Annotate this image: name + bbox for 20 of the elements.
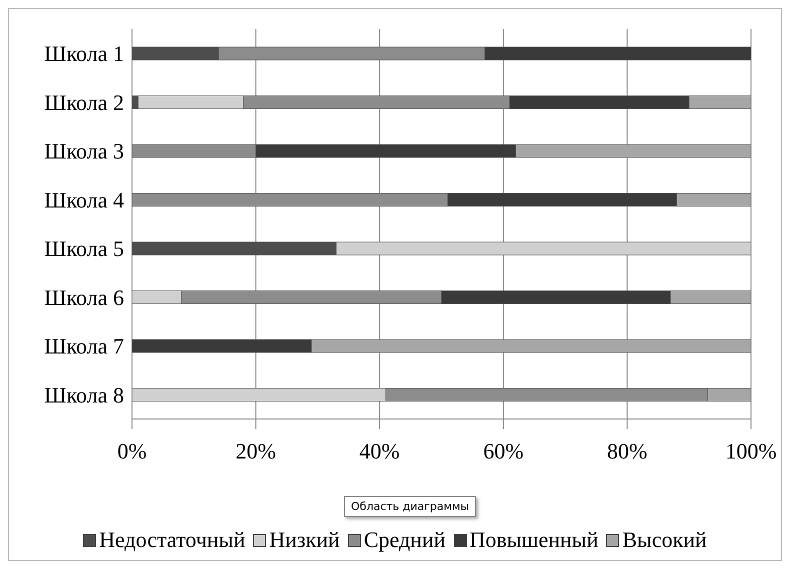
y-tick-label: Школа 1 <box>44 41 124 66</box>
legend-label: Повышенный <box>468 527 598 553</box>
y-tick-label: Школа 8 <box>44 382 124 408</box>
y-tick-label: Школа 2 <box>44 90 124 115</box>
y-tick-label: Школа 3 <box>44 138 124 164</box>
legend-label: Низкий <box>268 527 340 553</box>
legend-label: Высокий <box>621 527 707 553</box>
x-tick-label: 80% <box>607 438 648 464</box>
x-tick-label: 40% <box>359 438 400 464</box>
x-tick-label: 100% <box>725 438 777 464</box>
x-tick-label: 60% <box>483 438 524 464</box>
legend-label: Недостаточный <box>98 527 246 553</box>
y-tick-label: Школа 7 <box>44 334 124 359</box>
x-tick-label: 20% <box>236 438 276 464</box>
legend-label: Средний <box>362 527 446 553</box>
text: Область диаграммы <box>344 496 476 517</box>
y-tick-label: Школа 4 <box>44 187 124 212</box>
y-tick-label: Школа 6 <box>44 284 124 310</box>
y-tick-label: Школа 5 <box>44 236 124 262</box>
x-tick-label: 0% <box>117 438 147 464</box>
